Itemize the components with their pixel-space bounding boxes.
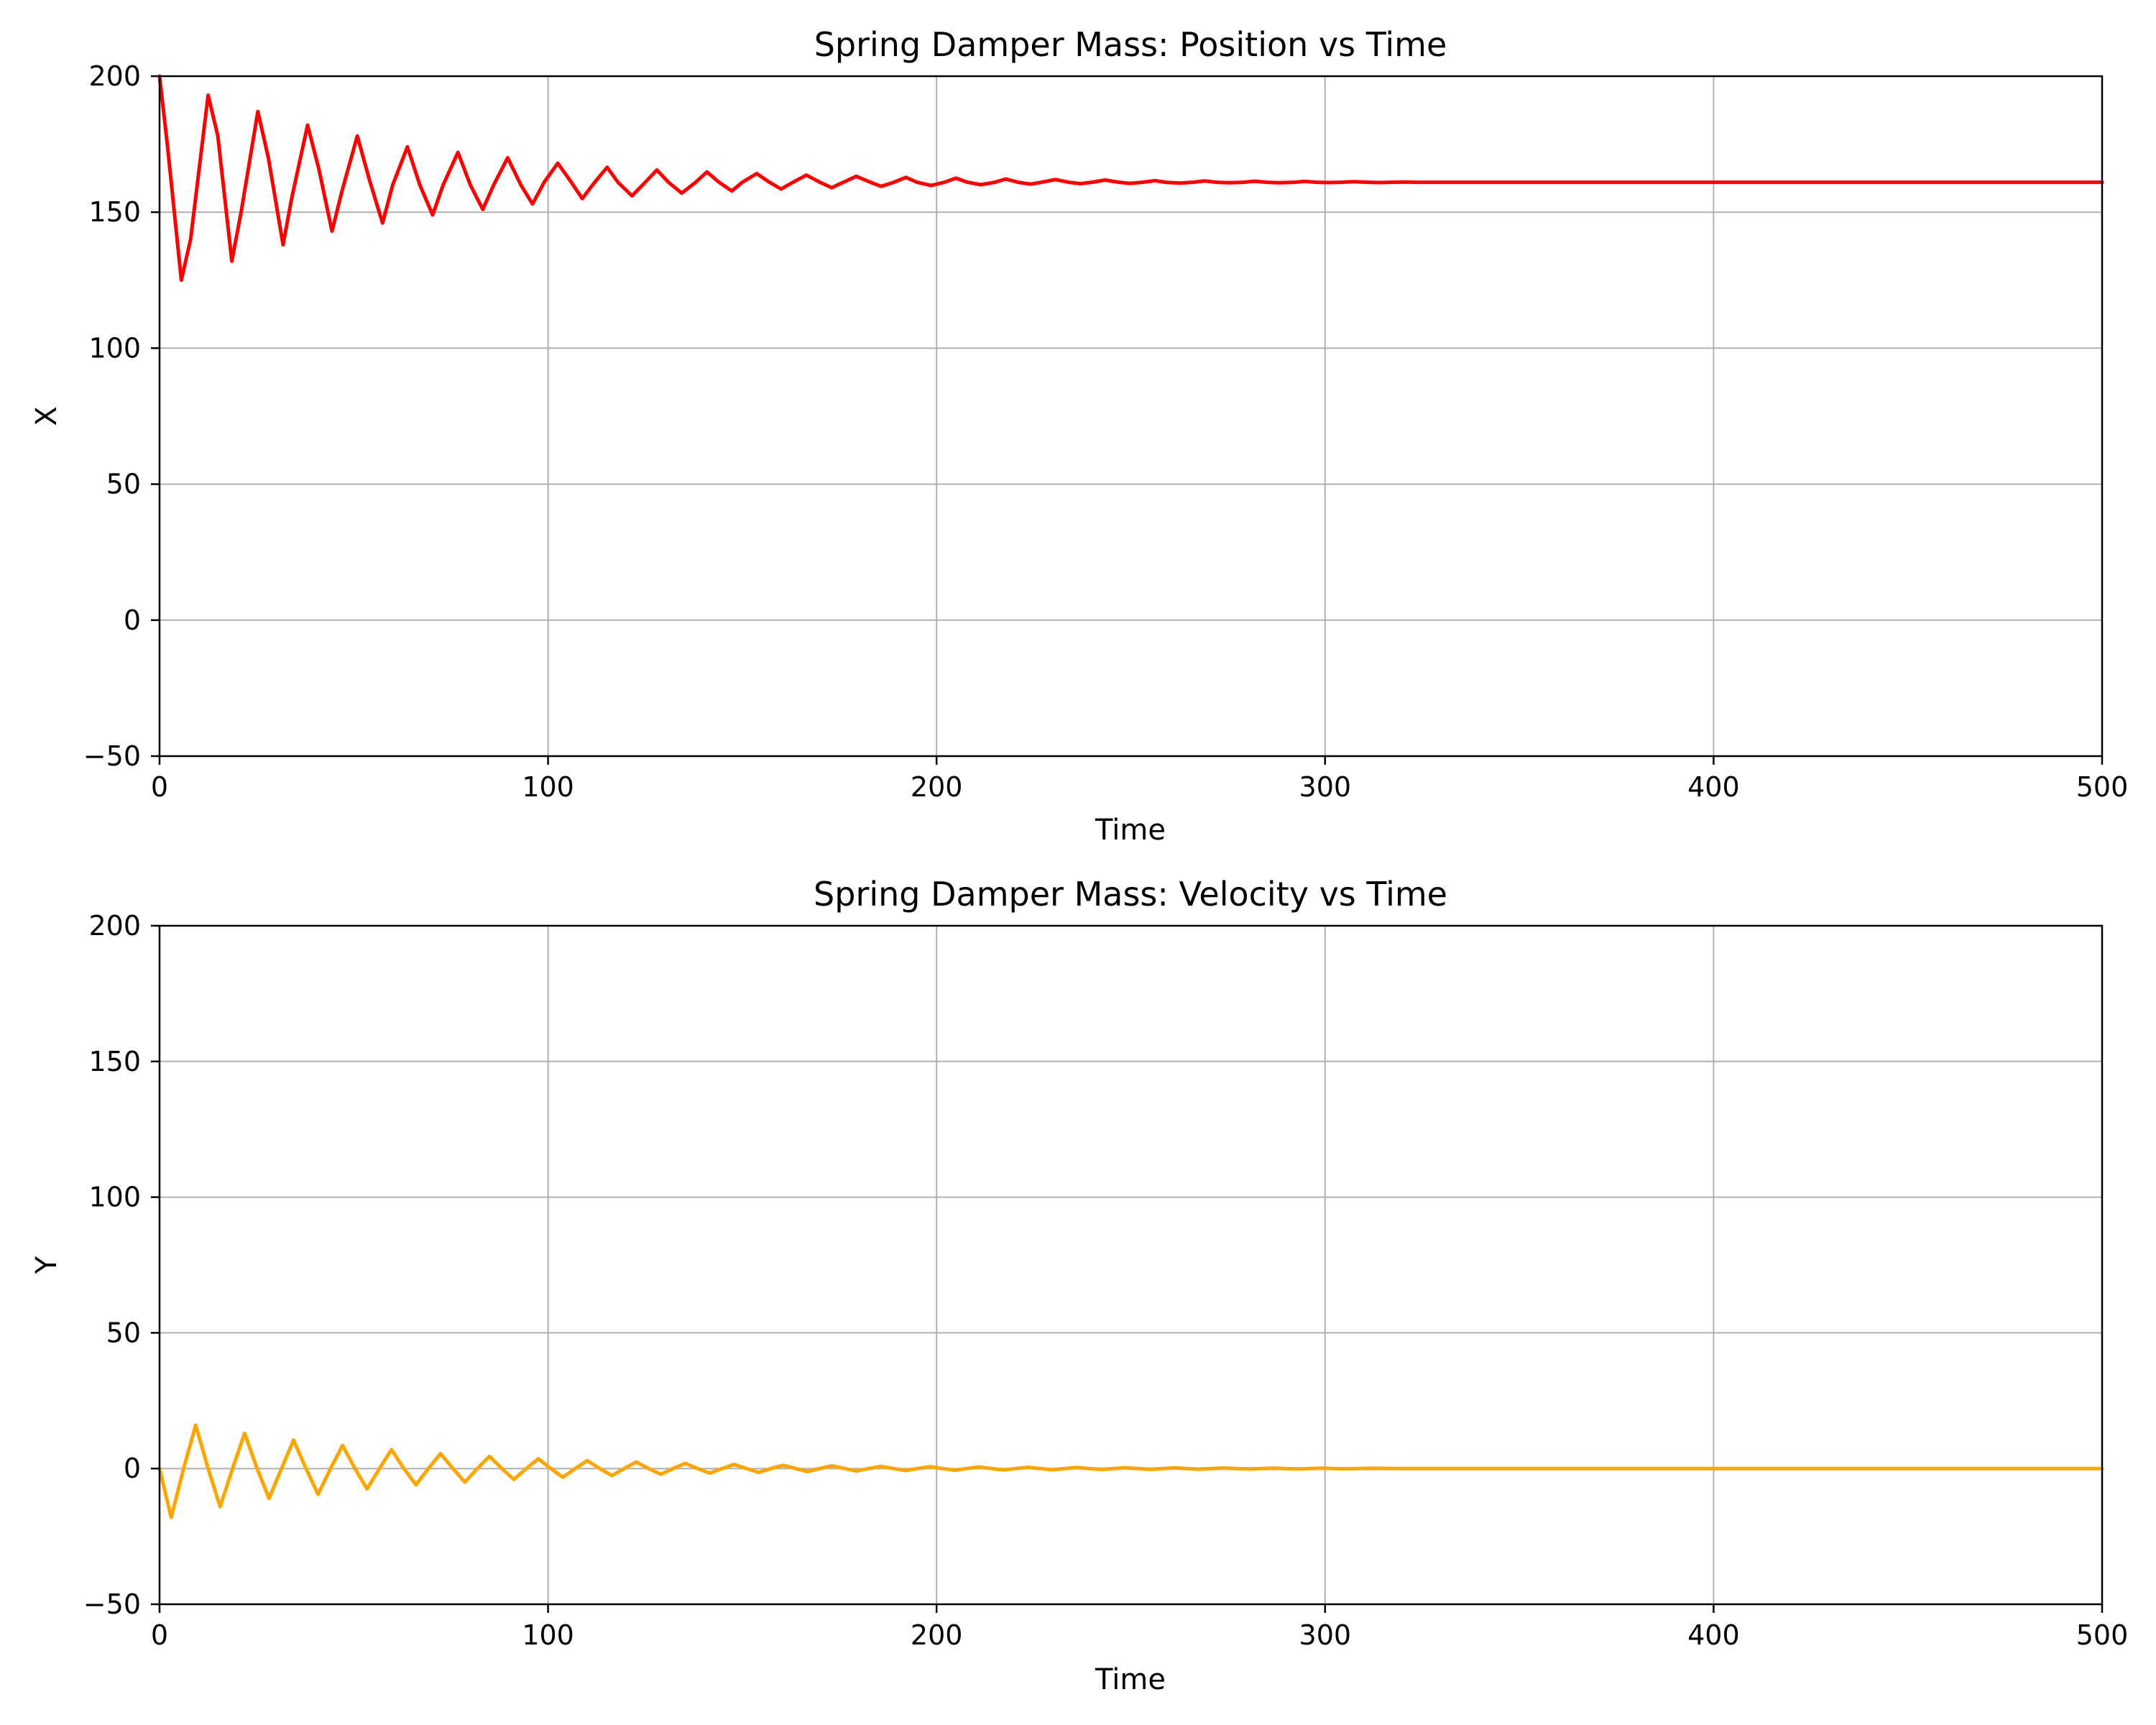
velocity-y-tick-label: 100 — [88, 1182, 141, 1213]
velocity-y-tick-label: 50 — [106, 1317, 141, 1348]
position-plot-frame — [158, 75, 2104, 758]
position-y-axis-label: X — [30, 406, 63, 426]
position-x-tick-label: 100 — [522, 771, 574, 803]
velocity-x-axis-label: Time — [1095, 1663, 1166, 1696]
position-x-tick-label: 200 — [911, 771, 963, 803]
velocity-x-tick-label: 400 — [1687, 1619, 1740, 1651]
position-chart-title: Spring Damper Mass: Position vs Time — [814, 25, 1447, 64]
position-y-ticks: −50 0 50 100 150 200 — [83, 60, 160, 772]
position-subplot: Spring Damper Mass: Position vs Time 0 10… — [30, 25, 2128, 847]
velocity-subplot: Spring Damper Mass: Velocity vs Time 0 10… — [30, 875, 2128, 1696]
velocity-x-tick-label: 0 — [151, 1619, 168, 1651]
position-x-ticks: 0 100 200 300 400 500 — [151, 756, 2128, 803]
velocity-y-axis-label: Y — [30, 1256, 63, 1274]
position-y-tick-label: 150 — [88, 196, 141, 228]
position-y-tick-label: 100 — [88, 332, 141, 364]
velocity-x-tick-label: 200 — [911, 1619, 963, 1651]
position-y-tick-label: −50 — [83, 740, 141, 772]
velocity-y-tick-label: 200 — [88, 910, 141, 942]
velocity-y-tick-label: −50 — [83, 1588, 141, 1620]
velocity-y-tick-label: 150 — [88, 1046, 141, 1077]
velocity-plot-frame — [158, 924, 2104, 1606]
position-x-tick-label: 500 — [2076, 771, 2129, 803]
velocity-grid — [160, 926, 2102, 1604]
velocity-chart-title: Spring Damper Mass: Velocity vs Time — [814, 875, 1447, 914]
velocity-series — [157, 1423, 2104, 1519]
velocity-x-tick-label: 100 — [522, 1619, 574, 1651]
velocity-x-ticks: 0 100 200 300 400 500 — [151, 1604, 2128, 1651]
velocity-x-tick-label: 300 — [1299, 1619, 1352, 1651]
position-series — [157, 74, 2104, 282]
position-y-tick-label: 50 — [106, 469, 141, 500]
position-grid — [160, 76, 2102, 756]
velocity-y-ticks: −50 0 50 100 150 200 — [83, 910, 160, 1620]
position-y-tick-label: 0 — [124, 604, 141, 636]
velocity-series-line-0 — [157, 1423, 2104, 1519]
position-x-axis-label: Time — [1095, 814, 1166, 847]
velocity-x-tick-label: 500 — [2076, 1619, 2129, 1651]
position-x-tick-label: 0 — [151, 771, 168, 803]
position-x-tick-label: 300 — [1299, 771, 1352, 803]
position-y-tick-label: 200 — [88, 60, 141, 92]
position-x-tick-label: 400 — [1687, 771, 1740, 803]
position-series-line-0 — [157, 74, 2104, 282]
velocity-y-tick-label: 0 — [124, 1453, 141, 1484]
